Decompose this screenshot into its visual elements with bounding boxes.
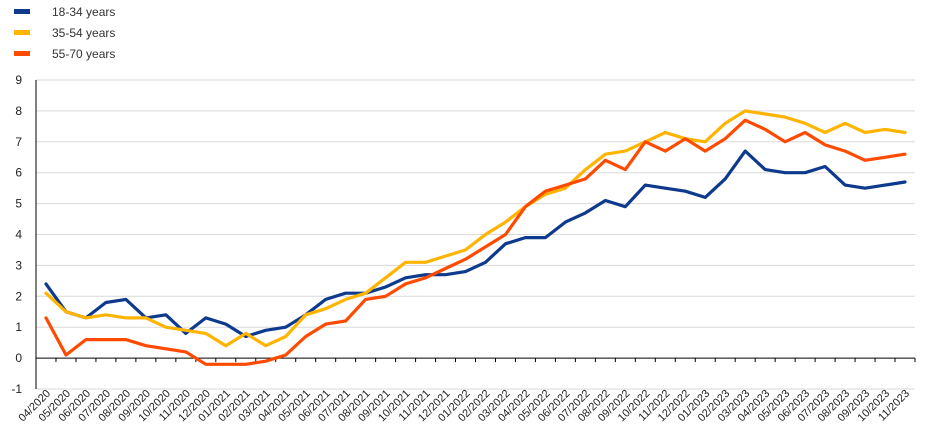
legend-item-55-70: 55-70 years — [14, 43, 115, 64]
y-tick-label: 2 — [15, 289, 22, 303]
legend-label-55-70: 55-70 years — [52, 46, 116, 61]
y-tick-label: 1 — [15, 320, 22, 334]
legend-label-18-34: 18-34 years — [52, 4, 116, 19]
y-tick-label: 8 — [15, 104, 22, 118]
legend-swatch-35-54 — [14, 30, 30, 35]
y-tick-label: 9 — [15, 73, 22, 87]
series-line-2 — [44, 118, 907, 366]
y-tick-label: 3 — [15, 258, 22, 272]
y-tick-label: 4 — [15, 228, 22, 242]
legend-item-18-34: 18-34 years — [14, 1, 115, 22]
y-tick-label: 6 — [15, 166, 22, 180]
y-tick-label: 5 — [15, 197, 22, 211]
series-line-1 — [44, 109, 907, 348]
legend-swatch-55-70 — [14, 51, 30, 56]
legend-label-35-54: 35-54 years — [52, 25, 116, 40]
y-tick-label: 0 — [15, 351, 22, 365]
y-tick-label: -1 — [11, 382, 22, 396]
legend-item-35-54: 35-54 years — [14, 22, 115, 43]
legend-swatch-18-34 — [14, 9, 30, 14]
y-tick-label: 7 — [15, 135, 22, 149]
chart-legend: 18-34 years 35-54 years 55-70 years — [14, 1, 115, 64]
